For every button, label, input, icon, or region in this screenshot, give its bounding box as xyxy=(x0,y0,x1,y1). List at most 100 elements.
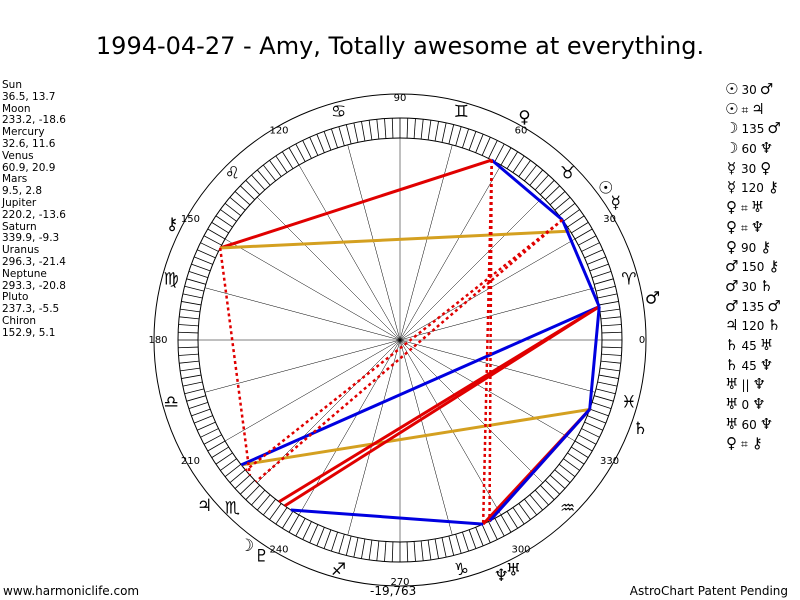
degree-tick xyxy=(309,137,319,156)
planet-name-pluto: Pluto xyxy=(2,291,29,304)
degree-tick xyxy=(441,537,447,558)
degree-tick xyxy=(182,381,203,387)
zodiac-sign-icon: ♋ xyxy=(331,102,346,122)
aspect-row: ♄ 45 ♅ xyxy=(725,336,781,356)
degree-tick xyxy=(234,474,251,489)
aspect-planet-a-icon: ♅ xyxy=(725,414,739,433)
degree-tick xyxy=(591,402,612,409)
aspect-angle: || xyxy=(741,378,750,393)
degree-tick xyxy=(534,489,549,506)
aspect-planet-b-icon: ♅ xyxy=(759,335,774,354)
degree-label: 90 xyxy=(394,93,407,104)
degree-tick xyxy=(391,541,394,562)
degree-tick xyxy=(594,278,614,285)
degree-tick xyxy=(180,308,201,313)
planet-coords-saturn: 339.9, -9.3 xyxy=(2,232,60,245)
degree-tick xyxy=(587,415,606,424)
aspect-line xyxy=(488,160,493,522)
aspect-line xyxy=(490,158,564,221)
degree-tick xyxy=(376,540,380,561)
aspect-line xyxy=(560,219,601,308)
degree-label: 120 xyxy=(269,125,288,136)
degree-tick xyxy=(600,360,621,364)
zodiac-sign-icon: ♊ xyxy=(454,102,469,122)
degree-tick xyxy=(506,151,518,169)
aspect-angle: 0 xyxy=(741,398,750,412)
planet-name-neptune: Neptune xyxy=(2,267,47,280)
degree-tick xyxy=(563,458,580,471)
degree-tick xyxy=(245,485,260,500)
aspect-planet-b-icon: ⚷ xyxy=(760,237,772,256)
degree-tick xyxy=(184,285,205,292)
aspect-line xyxy=(220,229,571,250)
degree-tick xyxy=(224,203,242,216)
aspect-planet-b-icon: ⚷ xyxy=(768,257,780,276)
aspect-planet-b-icon: ♆ xyxy=(752,395,766,413)
degree-tick xyxy=(427,120,432,141)
degree-tick xyxy=(197,421,216,431)
aspect-planet-a-icon: ♅ xyxy=(725,375,739,394)
degree-tick xyxy=(455,126,462,146)
degree-tick xyxy=(309,524,319,543)
degree-tick xyxy=(188,402,209,409)
degree-tick xyxy=(211,222,229,234)
planet-name-moon: Moon xyxy=(2,102,31,115)
degree-tick xyxy=(288,147,300,166)
degree-tick xyxy=(338,126,345,146)
degree-tick xyxy=(413,118,416,139)
degree-tick xyxy=(597,381,618,387)
degree-tick xyxy=(481,524,491,543)
degree-tick xyxy=(269,503,282,520)
aspect-planet-b-icon: ♂ xyxy=(759,80,774,98)
degree-tick xyxy=(540,180,555,195)
aspect-angle: 30 xyxy=(741,161,757,176)
aspect-line xyxy=(588,306,601,410)
aspect-planet-b-icon: ♃ xyxy=(751,99,765,118)
footer-website[interactable]: www.harmoniclife.com xyxy=(3,584,140,598)
aspect-planet-b-icon: ♆ xyxy=(759,414,774,433)
degree-tick xyxy=(518,503,531,520)
aspect-planet-a-icon: ♄ xyxy=(725,355,739,374)
aspect-planet-b-icon: ♀ xyxy=(760,158,772,177)
degree-tick xyxy=(420,119,424,140)
aspect-angle: 120 xyxy=(741,181,764,196)
degree-tick xyxy=(295,518,306,537)
planet-uranus-icon: ♅ xyxy=(506,561,521,581)
degree-tick xyxy=(468,529,477,549)
degree-tick xyxy=(178,353,199,356)
aspect-line xyxy=(255,218,564,483)
aspect-planet-b-icon: ♄ xyxy=(759,276,774,295)
degree-tick xyxy=(251,489,266,506)
degree-tick xyxy=(269,160,282,177)
degree-tick xyxy=(512,507,525,525)
degree-tick xyxy=(434,538,439,559)
planet-coords-uranus: 296.3, -21.4 xyxy=(2,255,66,268)
degree-tick xyxy=(413,541,416,562)
zodiac-sign-icon: ♏ xyxy=(225,499,240,519)
degree-tick xyxy=(384,118,387,139)
outer-ring xyxy=(153,93,647,587)
degree-tick xyxy=(182,293,203,299)
degree-tick xyxy=(203,434,222,445)
degree-tick xyxy=(600,316,621,320)
planet-coords-chiron: 152.9, 5.1 xyxy=(2,326,56,339)
aspect-list: ☉ 30 ♂ ☉ ⌗ ♃ ☽ 135 ♂ ☽ 60 ♆ ☿ 30 ♀ ☿ 120 ⚷ ♀ ⌗ ♅ ♀ ⌗ ♆ ♀ 90 ⚷ ♂ 150 ⚷… xyxy=(725,80,781,454)
degree-tick xyxy=(207,228,226,240)
planet-coords-pluto: 237.3, -5.5 xyxy=(2,303,60,316)
degree-tick xyxy=(251,174,266,191)
degree-tick xyxy=(488,521,498,540)
degree-label: 300 xyxy=(511,545,530,556)
zodiac-sign-icon: ♎ xyxy=(163,392,178,412)
degree-tick xyxy=(594,395,614,402)
degree-tick xyxy=(178,346,199,349)
degree-tick xyxy=(518,160,531,177)
degree-tick xyxy=(275,155,288,173)
planet-name-chiron: Chiron xyxy=(2,314,37,327)
degree-tick xyxy=(601,331,622,334)
aspect-angle: ⌗ xyxy=(741,220,748,235)
aspect-line xyxy=(241,407,590,467)
wheel-spoke xyxy=(204,287,596,393)
degree-tick xyxy=(441,122,447,143)
degree-tick xyxy=(468,131,477,151)
